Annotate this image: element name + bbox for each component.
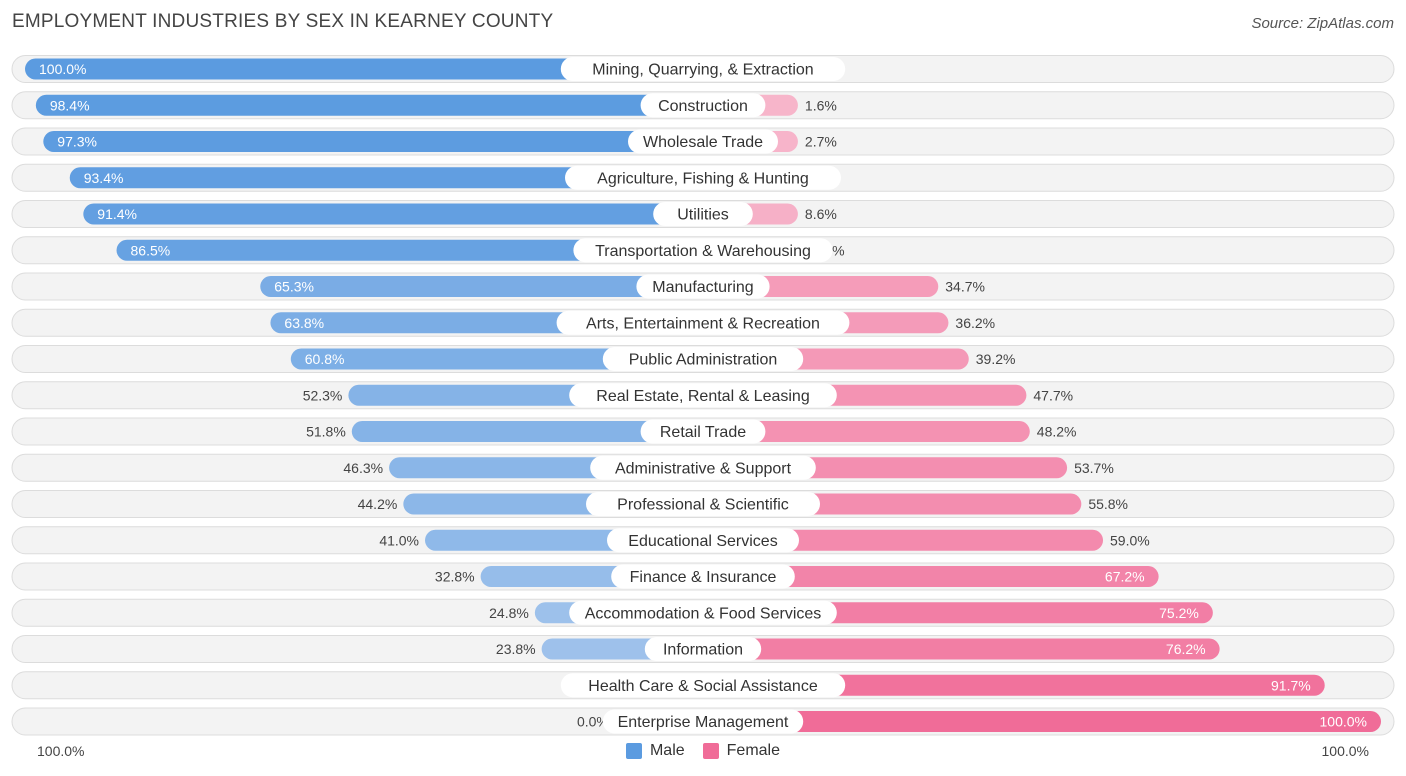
category-label-background xyxy=(602,347,804,371)
legend-female-swatch xyxy=(702,743,719,759)
category-label-background xyxy=(607,528,799,553)
female-bar xyxy=(703,421,1030,442)
male-value-label: 0.0% xyxy=(577,714,609,730)
female-value-label: 36.2% xyxy=(955,315,995,331)
female-value-label: 34.7% xyxy=(945,279,985,295)
legend-female-label: Female xyxy=(726,742,781,759)
male-value-label: 24.8% xyxy=(489,605,529,621)
female-bar xyxy=(703,674,1325,696)
legend: Male Female xyxy=(0,742,1406,760)
male-value-label: 44.2% xyxy=(358,496,398,512)
category-label-background xyxy=(644,637,762,661)
female-value-label: 53.7% xyxy=(1074,460,1114,476)
male-value-label: 86.5% xyxy=(131,242,171,258)
category-label: Utilities xyxy=(677,207,729,224)
female-value-label: 2.7% xyxy=(805,134,837,150)
male-value-label: 46.3% xyxy=(343,460,383,476)
male-bar xyxy=(116,239,703,261)
category-label-background xyxy=(565,165,841,190)
legend-male-swatch xyxy=(625,743,642,759)
category-label: Enterprise Management xyxy=(618,714,789,731)
source-credit: Source: ZipAtlas.com xyxy=(1251,15,1394,32)
category-label-background xyxy=(653,202,753,226)
male-bar xyxy=(35,94,703,116)
female-bar xyxy=(703,529,1104,551)
male-bar xyxy=(69,167,704,189)
category-label: Agriculture, Fishing & Hunting xyxy=(597,170,809,187)
male-value-label: 65.3% xyxy=(274,279,314,295)
female-value-label: 67.2% xyxy=(1105,569,1145,585)
male-bar xyxy=(83,203,704,225)
category-label: Public Administration xyxy=(629,352,778,369)
male-value-label: 100.0% xyxy=(39,61,86,77)
female-value-label: 1.6% xyxy=(805,97,837,113)
category-label: Professional & Scientific xyxy=(617,497,789,514)
category-label-background xyxy=(569,600,837,625)
legend-female[interactable]: Female xyxy=(702,742,781,760)
category-label-background xyxy=(628,129,778,154)
category-label-background xyxy=(602,709,804,734)
category-label-background xyxy=(611,564,795,589)
male-value-label: 93.4% xyxy=(84,170,124,186)
male-value-label: 97.3% xyxy=(57,134,97,150)
category-label: Arts, Entertainment & Recreation xyxy=(586,315,820,332)
category-label-background xyxy=(640,419,766,444)
male-value-label: 98.4% xyxy=(50,97,90,113)
category-label-background xyxy=(636,274,770,299)
female-value-label: 76.2% xyxy=(1166,641,1206,657)
female-value-label: 100.0% xyxy=(1320,714,1367,730)
category-label: Transportation & Warehousing xyxy=(595,243,811,260)
category-label: Retail Trade xyxy=(660,424,746,441)
chart-title: EMPLOYMENT INDUSTRIES BY SEX IN KEARNEY … xyxy=(12,11,554,32)
female-value-label: 59.0% xyxy=(1110,532,1150,548)
legend-male-label: Male xyxy=(649,742,685,759)
legend-male[interactable]: Male xyxy=(625,742,685,760)
female-value-label: 48.2% xyxy=(1037,424,1077,440)
male-value-label: 60.8% xyxy=(305,351,345,367)
male-bar xyxy=(351,421,703,442)
category-label-background xyxy=(560,673,846,698)
female-value-label: 75.2% xyxy=(1159,605,1199,621)
male-value-label: 52.3% xyxy=(303,387,343,403)
category-label: Finance & Insurance xyxy=(630,569,777,586)
axis-right-label: 100.0% xyxy=(1321,743,1369,759)
category-label: Construction xyxy=(658,98,748,115)
male-bar xyxy=(260,276,703,297)
male-value-label: 91.4% xyxy=(97,206,137,222)
female-value-label: 39.2% xyxy=(976,351,1016,367)
male-bar xyxy=(43,131,703,152)
category-label: Wholesale Trade xyxy=(643,134,763,151)
male-value-label: 32.8% xyxy=(435,569,475,585)
female-value-label: 47.7% xyxy=(1033,387,1073,403)
category-label: Real Estate, Rental & Leasing xyxy=(596,388,809,405)
male-value-label: 51.8% xyxy=(306,424,346,440)
category-label-background xyxy=(556,310,850,335)
chart-area: 100.0% 0.0% Mining, Quarrying, & Extractio… xyxy=(11,55,1395,736)
category-label: Mining, Quarrying, & Extraction xyxy=(592,62,813,79)
female-value-label: 55.8% xyxy=(1088,496,1128,512)
female-bar xyxy=(703,711,1381,732)
category-label: Educational Services xyxy=(628,533,777,550)
category-label-background xyxy=(560,57,846,81)
category-label-background xyxy=(640,93,766,118)
category-label-background xyxy=(590,455,816,480)
category-label: Information xyxy=(663,642,743,659)
category-label-background xyxy=(569,383,837,408)
female-bar xyxy=(703,638,1220,660)
male-bar xyxy=(25,58,703,80)
category-label: Accommodation & Food Services xyxy=(585,605,822,622)
category-label: Administrative & Support xyxy=(615,460,792,477)
axis-left-label: 100.0% xyxy=(37,743,85,759)
male-value-label: 23.8% xyxy=(496,641,536,657)
female-value-label: 8.6% xyxy=(805,206,837,222)
category-label-background xyxy=(573,238,833,263)
male-value-label: 41.0% xyxy=(379,532,419,548)
male-value-label: 63.8% xyxy=(284,315,324,331)
category-label: Health Care & Social Assistance xyxy=(588,678,818,695)
category-label: Manufacturing xyxy=(652,279,753,296)
female-bar xyxy=(703,566,1159,587)
female-value-label: 91.7% xyxy=(1271,677,1311,693)
category-label-background xyxy=(586,492,820,516)
male-bar xyxy=(290,348,703,370)
